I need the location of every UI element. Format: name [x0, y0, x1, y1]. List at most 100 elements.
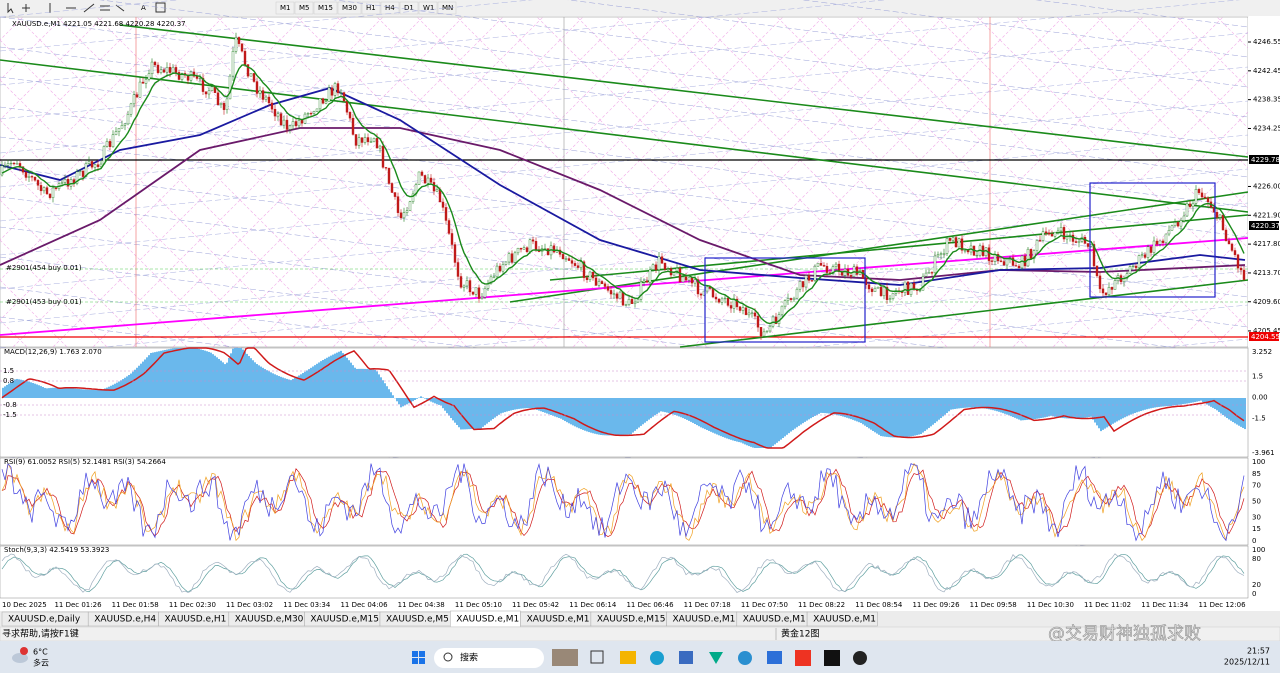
candle-body — [867, 284, 871, 290]
macd-bar — [304, 371, 306, 398]
candle-body — [384, 167, 388, 169]
taskbar-apps[interactable] — [552, 649, 867, 666]
macd-bar — [54, 387, 56, 398]
macd-bar — [420, 396, 422, 398]
candle-body — [804, 275, 808, 288]
candle-body — [786, 298, 790, 301]
macd-bar — [1162, 398, 1164, 407]
macd-bar — [946, 398, 948, 413]
candle-body — [345, 100, 349, 113]
macd-bar — [790, 398, 792, 432]
candle-body — [252, 73, 256, 82]
price-axis-labels: 4246.55 4242.45 4238.35 4234.25 4226.00 4221.… — [1248, 38, 1280, 335]
stoch-axis-label: 100 — [1252, 546, 1265, 554]
macd-bar — [1232, 398, 1234, 423]
macd-bar — [298, 375, 300, 398]
start-button[interactable] — [412, 651, 425, 664]
candle-body — [1050, 233, 1054, 237]
macd-bar — [1046, 398, 1048, 417]
macd-bar — [20, 379, 22, 398]
macd-bar — [282, 377, 284, 398]
candle-body — [96, 164, 100, 167]
macd-bar — [784, 398, 786, 437]
candle-body — [243, 50, 247, 65]
macd-bar — [930, 398, 932, 427]
macd-bar — [144, 359, 146, 398]
macd-bar — [82, 389, 84, 398]
macd-bar — [154, 352, 156, 398]
macd-bar — [1026, 398, 1028, 420]
macd-bar — [146, 357, 148, 398]
macd-bar — [472, 398, 474, 429]
macd-bar — [180, 348, 182, 398]
fan-line — [0, 0, 534, 52]
macd-bar — [638, 398, 640, 428]
weather-icon[interactable] — [12, 653, 28, 663]
candle-body — [876, 286, 880, 289]
candle-body — [144, 79, 148, 84]
text-tool[interactable]: A — [141, 4, 146, 12]
macd-bar — [848, 398, 850, 419]
timeframe-button[interactable] — [275, 1, 295, 15]
candle-body — [606, 286, 610, 291]
timeframe-button[interactable] — [380, 1, 400, 15]
candle-body — [93, 164, 97, 168]
macd-bar — [1020, 398, 1022, 421]
candle-body — [474, 287, 478, 295]
candle-body — [1176, 222, 1180, 227]
price-label: 4205.45 — [1253, 327, 1280, 335]
macd-bar — [688, 398, 690, 421]
stoch-label: Stoch(9,3,3) 42.5419 53.3923 — [4, 546, 109, 554]
candle-body — [1146, 246, 1150, 258]
macd-bar — [1154, 398, 1156, 408]
price-label: 4234.25 — [1253, 124, 1280, 132]
candle-body — [294, 121, 298, 127]
timeframe-button[interactable] — [437, 1, 457, 15]
fan-line — [0, 0, 887, 86]
candle-body — [90, 161, 94, 168]
macd-bar — [550, 398, 552, 415]
candle-body — [735, 298, 739, 308]
macd-bar — [142, 361, 144, 398]
candle-body — [567, 258, 571, 261]
candle-body — [129, 103, 133, 115]
macd-bar — [742, 398, 744, 444]
macd-bar — [362, 368, 364, 398]
macd-bar — [300, 374, 302, 398]
candle-body — [447, 220, 451, 234]
candle-body — [1194, 189, 1198, 204]
candle-body — [768, 325, 772, 332]
macd-bar — [350, 362, 352, 398]
macd-bar — [404, 398, 406, 406]
macd-bar — [982, 398, 984, 409]
candle-body — [408, 201, 412, 211]
timeframe-button[interactable] — [313, 1, 338, 15]
macd-bar — [970, 398, 972, 408]
stoch-axis-label: 0 — [1252, 590, 1256, 598]
candle-body — [1056, 230, 1060, 233]
candle-body — [318, 98, 322, 110]
tab[interactable] — [806, 611, 878, 627]
candle-body — [312, 111, 316, 114]
price-axis — [1248, 17, 1280, 347]
macd-bar — [522, 398, 524, 409]
macd-bar — [952, 398, 954, 410]
macd-bar — [1182, 398, 1184, 405]
macd-bar — [866, 398, 868, 428]
macd-bar — [1194, 398, 1196, 403]
macd-bar — [1096, 398, 1098, 426]
price-label: 4213.70 — [1253, 269, 1280, 277]
search-box[interactable] — [434, 648, 544, 668]
macd-bar — [526, 398, 528, 409]
candle-body — [444, 207, 448, 221]
macd-bar — [936, 398, 938, 422]
macd-bar — [654, 398, 656, 416]
tab-label: XAUUSD.e,M30 — [235, 615, 304, 625]
label-tool[interactable] — [155, 2, 166, 13]
candle-body — [339, 92, 343, 94]
candle-body — [255, 81, 259, 94]
candle-body — [1026, 248, 1030, 267]
candle-body — [585, 277, 589, 280]
timeframe-button[interactable] — [294, 1, 314, 15]
timeframe-button[interactable] — [418, 1, 438, 15]
